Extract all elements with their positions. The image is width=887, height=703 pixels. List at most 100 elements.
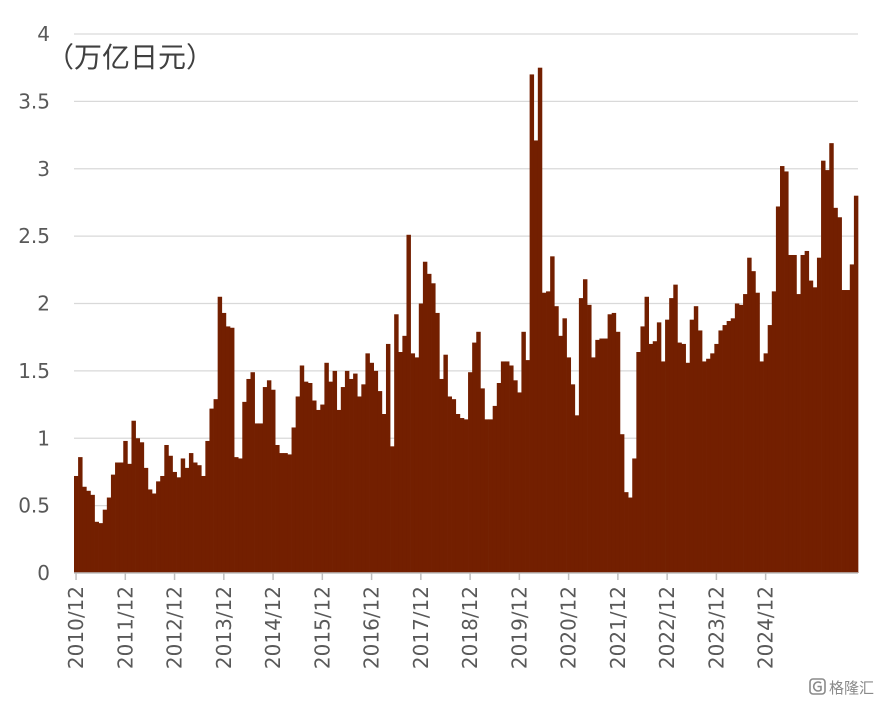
watermark: 格隆汇: [809, 678, 874, 697]
bar: [353, 373, 358, 573]
bar: [702, 361, 707, 573]
bar: [517, 392, 522, 573]
bar: [492, 405, 498, 573]
bar: [332, 370, 338, 574]
x-tick-label: 2019/12: [507, 586, 531, 669]
bar: [546, 291, 551, 573]
bar: [377, 391, 383, 573]
bar: [529, 74, 535, 574]
bar: [209, 408, 214, 573]
bar: [541, 292, 547, 573]
bar: [816, 257, 822, 573]
bar: [439, 378, 444, 573]
bar: [558, 335, 563, 573]
bar: [394, 314, 399, 573]
bar: [312, 400, 317, 573]
bar: [234, 457, 239, 573]
bar: [246, 378, 251, 573]
y-tick-label: 0.5: [18, 494, 50, 518]
bar: [188, 453, 194, 573]
x-tick-label: 2016/12: [360, 586, 384, 669]
bar: [722, 325, 727, 573]
bar: [279, 453, 284, 573]
bar: [431, 283, 436, 573]
y-tick-label: 3: [37, 157, 50, 181]
bar: [718, 330, 723, 573]
x-tick-label: 2014/12: [261, 586, 285, 669]
bar: [381, 414, 387, 573]
bar: [788, 254, 793, 574]
bar: [780, 166, 785, 573]
bar: [250, 372, 255, 573]
bar: [849, 264, 855, 573]
bar: [217, 296, 223, 573]
bar: [258, 423, 264, 573]
bar: [410, 353, 416, 573]
bar: [390, 446, 395, 573]
bar: [287, 454, 292, 573]
bar: [299, 365, 305, 573]
bar: [238, 458, 243, 573]
y-tick-label: 1.5: [18, 359, 50, 383]
bar: [566, 357, 572, 573]
bar: [595, 339, 600, 573]
bar: [172, 471, 177, 573]
x-tick-label: 2021/12: [606, 586, 630, 669]
bar: [476, 331, 481, 573]
bar: [254, 423, 260, 573]
x-tick-label: 2013/12: [212, 586, 236, 669]
bar: [656, 322, 662, 573]
bar: [632, 458, 637, 573]
bar: [845, 290, 851, 573]
bar: [697, 330, 703, 573]
x-tick-label: 2017/12: [409, 586, 433, 669]
bar: [837, 217, 842, 573]
bar: [751, 271, 756, 573]
x-tick-label: 2023/12: [704, 586, 728, 669]
bar: [201, 475, 206, 573]
x-tick-label: 2010/12: [64, 586, 88, 669]
bar: [435, 312, 440, 573]
bar: [747, 257, 752, 573]
bar: [533, 140, 539, 573]
bar: [443, 354, 448, 573]
bar: [119, 462, 124, 573]
bar: [496, 383, 502, 573]
bar: [143, 467, 149, 573]
bar: [98, 523, 104, 573]
bar: [771, 291, 777, 573]
bar: [86, 490, 91, 573]
bar: [340, 387, 346, 573]
bar: [418, 303, 424, 573]
bar: [513, 380, 518, 573]
bar: [320, 404, 325, 573]
gridlines: [74, 33, 858, 507]
bar: [336, 409, 342, 573]
bar: [607, 314, 613, 573]
bar: [168, 455, 173, 573]
bar: [562, 318, 567, 573]
bar: [574, 415, 580, 573]
bar: [669, 298, 674, 573]
bar: [792, 254, 797, 574]
bar: [734, 303, 740, 573]
bar: [110, 474, 116, 573]
bar: [90, 494, 95, 573]
bar: [652, 341, 658, 573]
bar: [147, 489, 153, 573]
bar: [402, 335, 407, 573]
bar: [738, 304, 744, 573]
bar: [775, 206, 781, 574]
bar: [266, 380, 272, 573]
bar: [706, 358, 711, 573]
bar: [759, 361, 764, 573]
bar: [685, 362, 691, 573]
bar: [525, 360, 530, 573]
bar: [730, 318, 736, 573]
bar: [611, 312, 617, 573]
bar: [78, 457, 83, 573]
bar: [853, 195, 859, 573]
bar: [229, 327, 235, 573]
bar: [225, 326, 231, 573]
